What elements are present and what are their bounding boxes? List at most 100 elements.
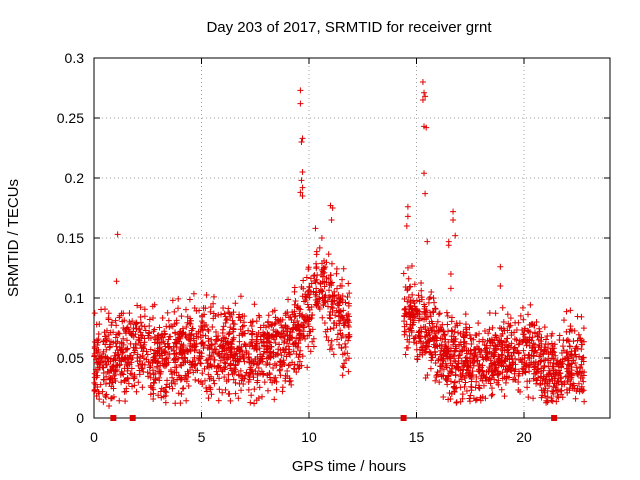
data-point xyxy=(237,317,244,324)
data-point xyxy=(431,305,438,312)
data-point xyxy=(290,319,297,326)
data-point xyxy=(220,323,227,330)
data-point xyxy=(548,397,555,404)
data-point xyxy=(443,343,450,350)
data-point xyxy=(505,343,512,350)
data-point xyxy=(229,371,236,378)
data-point xyxy=(303,274,310,281)
data-point xyxy=(256,345,263,352)
data-point xyxy=(519,365,526,372)
data-point xyxy=(208,353,215,360)
data-point xyxy=(151,380,158,387)
data-point xyxy=(225,391,232,398)
data-point xyxy=(564,348,571,355)
data-point xyxy=(537,381,544,388)
data-point xyxy=(309,326,316,333)
data-point xyxy=(463,357,470,364)
data-point xyxy=(456,378,463,385)
data-point xyxy=(445,373,452,380)
data-point xyxy=(455,355,462,362)
data-point xyxy=(99,388,106,395)
data-point xyxy=(112,349,119,356)
data-point xyxy=(249,336,256,343)
data-point xyxy=(546,383,553,390)
data-point xyxy=(265,312,272,319)
data-point xyxy=(535,331,542,338)
data-point xyxy=(473,378,480,385)
data-point xyxy=(187,332,194,339)
data-point xyxy=(450,384,457,391)
data-point xyxy=(95,331,102,338)
data-point xyxy=(536,353,543,360)
data-point xyxy=(96,355,103,362)
data-point xyxy=(112,357,119,364)
data-point xyxy=(299,184,306,191)
data-point xyxy=(312,225,319,232)
data-point xyxy=(141,313,148,320)
data-point xyxy=(165,336,172,343)
data-point xyxy=(180,385,187,392)
data-point xyxy=(532,363,539,370)
data-point xyxy=(164,309,171,316)
data-point xyxy=(215,365,222,372)
data-point xyxy=(537,352,544,359)
data-point xyxy=(417,324,424,331)
data-point xyxy=(259,393,266,400)
data-point xyxy=(538,394,545,401)
data-point xyxy=(106,403,113,409)
data-point xyxy=(506,352,513,359)
x-tick-label: 10 xyxy=(301,429,317,445)
data-point xyxy=(578,346,585,353)
data-point xyxy=(226,330,233,337)
data-point xyxy=(422,349,429,356)
data-point xyxy=(264,387,271,394)
data-point xyxy=(502,379,509,386)
data-point xyxy=(467,351,474,358)
data-point xyxy=(296,363,303,370)
data-point xyxy=(440,366,447,373)
data-point xyxy=(530,375,537,382)
data-point xyxy=(405,275,412,282)
data-point xyxy=(572,395,579,402)
data-point xyxy=(162,356,169,363)
data-point xyxy=(330,351,337,358)
data-point xyxy=(428,357,435,364)
data-point xyxy=(310,288,317,295)
data-point xyxy=(319,314,326,321)
data-point xyxy=(494,371,501,378)
data-point xyxy=(243,348,250,355)
data-point xyxy=(424,371,431,378)
data-point xyxy=(189,358,196,365)
data-point xyxy=(464,363,471,370)
data-point xyxy=(212,329,219,336)
data-point xyxy=(579,368,586,375)
data-point xyxy=(566,328,573,335)
data-point xyxy=(156,324,163,331)
data-point xyxy=(162,349,169,356)
data-point xyxy=(91,380,98,387)
data-point xyxy=(559,358,566,365)
data-point xyxy=(257,333,264,340)
data-point xyxy=(515,319,522,326)
data-point xyxy=(110,329,117,336)
data-point xyxy=(225,347,232,354)
data-point xyxy=(100,338,107,345)
data-point xyxy=(339,351,346,358)
data-point xyxy=(328,260,335,267)
data-point xyxy=(568,352,575,359)
data-point xyxy=(345,368,352,375)
data-point xyxy=(216,350,223,357)
data-point xyxy=(293,335,300,342)
data-point xyxy=(476,330,483,337)
data-point xyxy=(149,384,156,391)
y-tick-label: 0 xyxy=(76,410,84,426)
data-point xyxy=(184,347,191,354)
data-point xyxy=(177,345,184,352)
data-point xyxy=(337,295,344,302)
data-point xyxy=(419,97,426,103)
data-point xyxy=(225,305,232,312)
data-point xyxy=(299,293,306,300)
data-point xyxy=(101,333,108,340)
data-point xyxy=(332,312,339,319)
data-point xyxy=(566,361,573,368)
